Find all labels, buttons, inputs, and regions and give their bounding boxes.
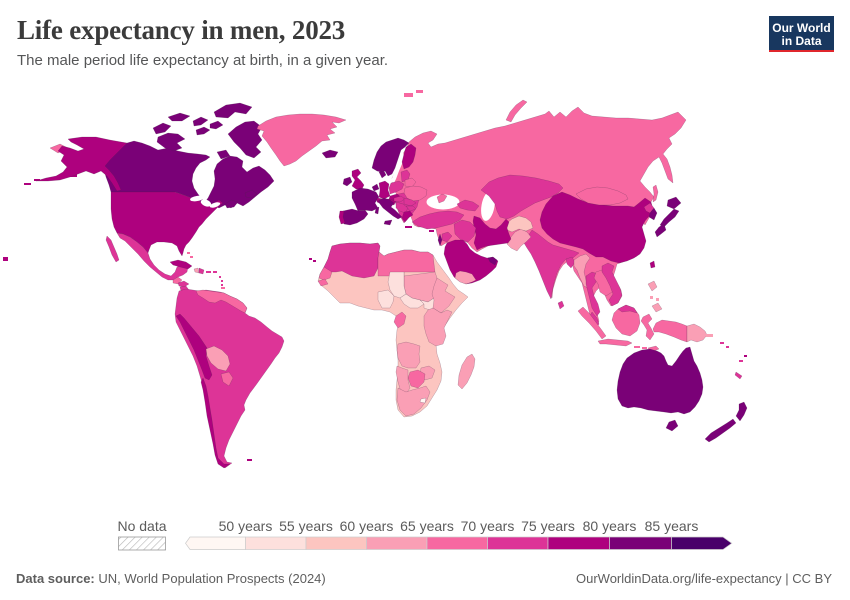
svg-text:No data: No data xyxy=(117,518,166,534)
svg-text:65 years: 65 years xyxy=(400,518,454,534)
svg-text:55 years: 55 years xyxy=(279,518,333,534)
svg-text:85 years: 85 years xyxy=(645,518,699,534)
svg-text:60 years: 60 years xyxy=(340,518,394,534)
svg-text:70 years: 70 years xyxy=(461,518,515,534)
svg-text:50 years: 50 years xyxy=(219,518,273,534)
svg-text:75 years: 75 years xyxy=(521,518,575,534)
svg-text:80 years: 80 years xyxy=(583,518,637,534)
